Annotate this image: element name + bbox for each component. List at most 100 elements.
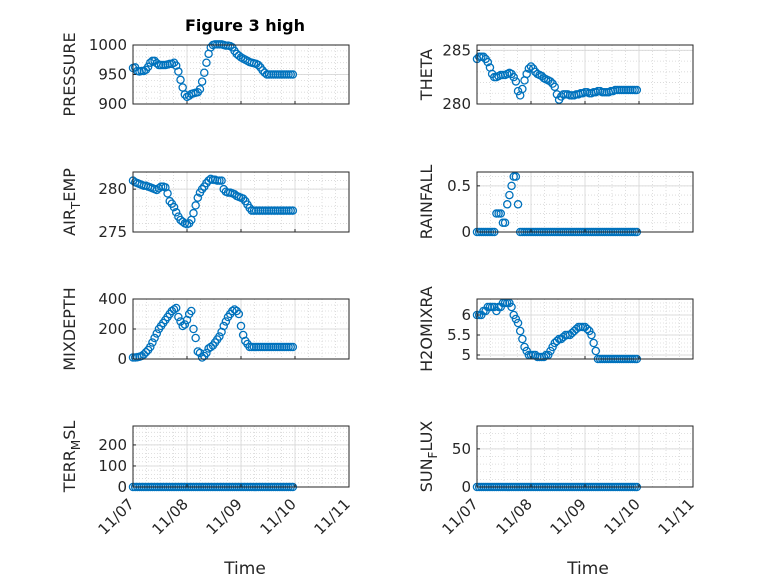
y-axis-label: SUNFLUX [417,421,440,493]
y-tick-label: 0 [461,223,471,241]
x-tick-label: 11/08 [493,495,536,538]
data-point [171,208,181,217]
data-point [197,184,207,194]
data-point [202,58,211,67]
data-point [589,338,598,348]
y-tick-label: 285 [442,41,471,59]
y-axis-label: PRESSURE [60,32,79,116]
y-tick-label: 200 [98,436,127,454]
data-point [582,324,592,334]
x-tick-label: 11/11 [311,495,354,538]
data-point [197,353,207,362]
data-point [206,342,216,352]
y-tick-label: 0.5 [447,177,471,195]
data-point [219,321,228,331]
data-point [513,86,523,96]
x-axis-label-left: Time [223,559,266,579]
data-point [146,342,155,352]
x-tick-label: 11/07 [95,495,138,538]
data-point [238,194,248,203]
data-point [288,70,298,79]
x-tick-label: 11/09 [203,495,246,538]
y-tick-label: 950 [98,66,127,84]
y-tick-label: 0 [117,350,127,368]
data-point [509,310,518,320]
subplot-8: 0 50 11/07 11/08 11/09 11/10 11/11 SUNFLUX [417,421,698,539]
data-point [152,329,162,338]
data-point [191,201,200,210]
data-point [490,302,499,312]
data-point [550,82,560,92]
data-point [632,85,642,95]
data-point [507,302,516,312]
y-tick-label: 100 [98,457,127,475]
y-tick-label: 280 [442,95,471,113]
data-point [141,347,151,357]
data-point [180,320,190,329]
x-tick-label: 11/09 [547,495,590,538]
data-point [165,196,174,206]
data-point [509,72,518,82]
data-point [546,77,555,86]
data-point [234,309,244,319]
data-point [548,342,557,352]
data-point [189,208,198,218]
data-point [217,176,226,185]
y-axis-label: TERRMSL [60,421,83,494]
data-point [191,333,200,343]
data-point [511,77,521,86]
subplot-5: 0 200 400 MIXDEPTH [60,287,350,371]
subplot-2: 280 285 THETA [417,41,694,113]
data-point [230,305,239,314]
data-point [511,314,521,324]
y-tick-label: 6 [461,306,471,324]
y-axis-label: H2OMIXRA [417,286,436,372]
x-tick-label: 11/10 [257,495,300,538]
data-point [526,62,536,71]
x-tick-label: 11/11 [655,495,698,538]
data-point [236,321,246,331]
data-point [552,336,562,346]
y-tick-label: 400 [98,290,127,308]
y-tick-label: 280 [98,180,127,198]
data-point [288,206,298,215]
data-point [254,60,263,70]
y-axis-label: THETA [417,49,436,101]
data-point [148,338,157,347]
subplot-4: 0 0.5 RAINFALL [417,165,694,241]
data-point [174,67,183,76]
data-point [507,181,516,191]
data-point [230,190,239,199]
data-point [221,317,231,326]
x-tick-label: 11/08 [149,495,192,538]
data-point [502,200,512,209]
data-point [479,52,488,62]
data-point [524,64,534,73]
data-point [591,346,601,356]
y-tick-label: 275 [98,223,127,241]
data-point [197,77,207,86]
y-axis-label: AIRTEMP [60,168,83,236]
subplot-1: 900 950 1000 PRESSURE [60,32,350,117]
data-point [496,209,506,218]
data-point [143,62,153,72]
y-tick-label: 900 [98,95,127,113]
data-point [518,84,527,94]
data-point [169,305,179,314]
data-point [169,202,179,212]
data-point [178,321,187,331]
data-point [195,85,205,94]
data-point [193,193,203,202]
data-point [187,306,196,316]
data-point [513,318,523,328]
y-tick-label: 0 [117,478,127,496]
data-point [552,90,562,99]
data-point [171,303,181,313]
y-tick-label: 200 [98,320,127,338]
y-axis-label: RAINFALL [417,165,436,240]
subplot-3: 275 280 AIRTEMP [60,168,350,241]
data-point [202,348,211,358]
data-point [515,326,525,336]
